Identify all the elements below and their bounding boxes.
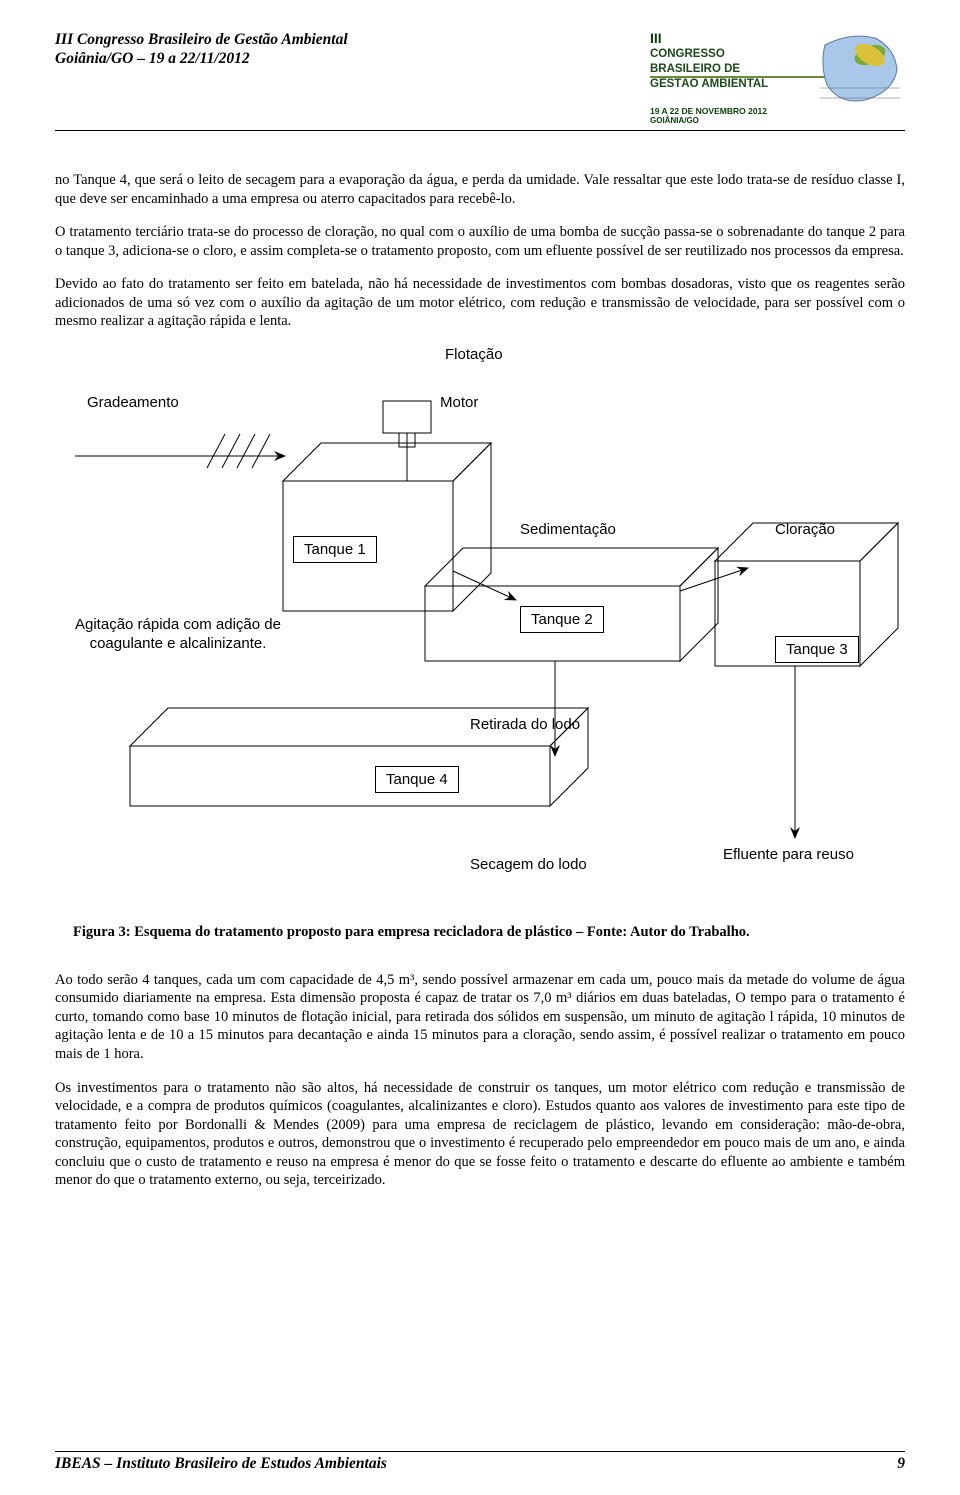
paragraph-5: Os investimentos para o tratamento não s… [55, 1079, 905, 1190]
paragraph-3: Devido ao fato do tratamento ser feito e… [55, 275, 905, 331]
treatment-flowchart: Flotação Gradeamento Motor Sedimentação … [75, 346, 885, 916]
logo-line3: GESTÃO AMBIENTAL [650, 78, 768, 91]
boxlabel-tank3: Tanque 3 [775, 636, 859, 663]
label-agit-line2: coagulante e alcalinizante. [75, 635, 281, 654]
logo-line2: BRASILEIRO DE [650, 63, 740, 76]
label-efluente: Efluente para reuso [723, 846, 854, 863]
label-sedimentacao: Sedimentação [520, 521, 616, 538]
boxlabel-tank4: Tanque 4 [375, 766, 459, 793]
logo-divider [650, 76, 830, 78]
page-footer: IBEAS – Instituto Brasileiro de Estudos … [55, 1451, 905, 1473]
label-cloracao: Cloração [775, 521, 835, 538]
logo-city: GOIÂNIA/GO [650, 116, 699, 125]
paragraph-4: Ao todo serão 4 tanques, cada um com cap… [55, 971, 905, 1064]
label-flotacao: Flotação [445, 346, 503, 363]
header-line2: Goiânia/GO – 19 a 22/11/2012 [55, 49, 348, 68]
header-title: III Congresso Brasileiro de Gestão Ambie… [55, 30, 348, 69]
logo-roman: III [650, 30, 662, 46]
figure-3-caption: Figura 3: Esquema do tratamento proposto… [73, 924, 905, 941]
label-agitacao: Agitação rápida com adição de coagulante… [75, 616, 281, 654]
label-secagem: Secagem do lodo [470, 856, 587, 873]
paragraph-1: no Tanque 4, que será o leito de secagem… [55, 171, 905, 208]
label-retirada: Retirada do lodo [470, 716, 580, 733]
page-header: III Congresso Brasileiro de Gestão Ambie… [55, 30, 905, 131]
paragraph-2: O tratamento terciário trata-se do proce… [55, 223, 905, 260]
boxlabel-tank2: Tanque 2 [520, 606, 604, 633]
logo-date: 19 A 22 DE NOVEMBRO 2012 [650, 106, 767, 116]
logo-map-icon [815, 30, 905, 110]
figure-3: Flotação Gradeamento Motor Sedimentação … [55, 346, 905, 916]
boxlabel-tank1: Tanque 1 [293, 536, 377, 563]
label-motor: Motor [440, 394, 478, 411]
page-number: 9 [897, 1455, 905, 1473]
label-gradeamento: Gradeamento [87, 394, 179, 411]
logo-line1: CONGRESSO [650, 48, 725, 61]
footer-org: IBEAS – Instituto Brasileiro de Estudos … [55, 1455, 387, 1473]
header-line1: III Congresso Brasileiro de Gestão Ambie… [55, 30, 348, 49]
label-agit-line1: Agitação rápida com adição de [75, 616, 281, 635]
header-logo: III CONGRESSO BRASILEIRO DE GESTÃO AMBIE… [650, 30, 905, 120]
